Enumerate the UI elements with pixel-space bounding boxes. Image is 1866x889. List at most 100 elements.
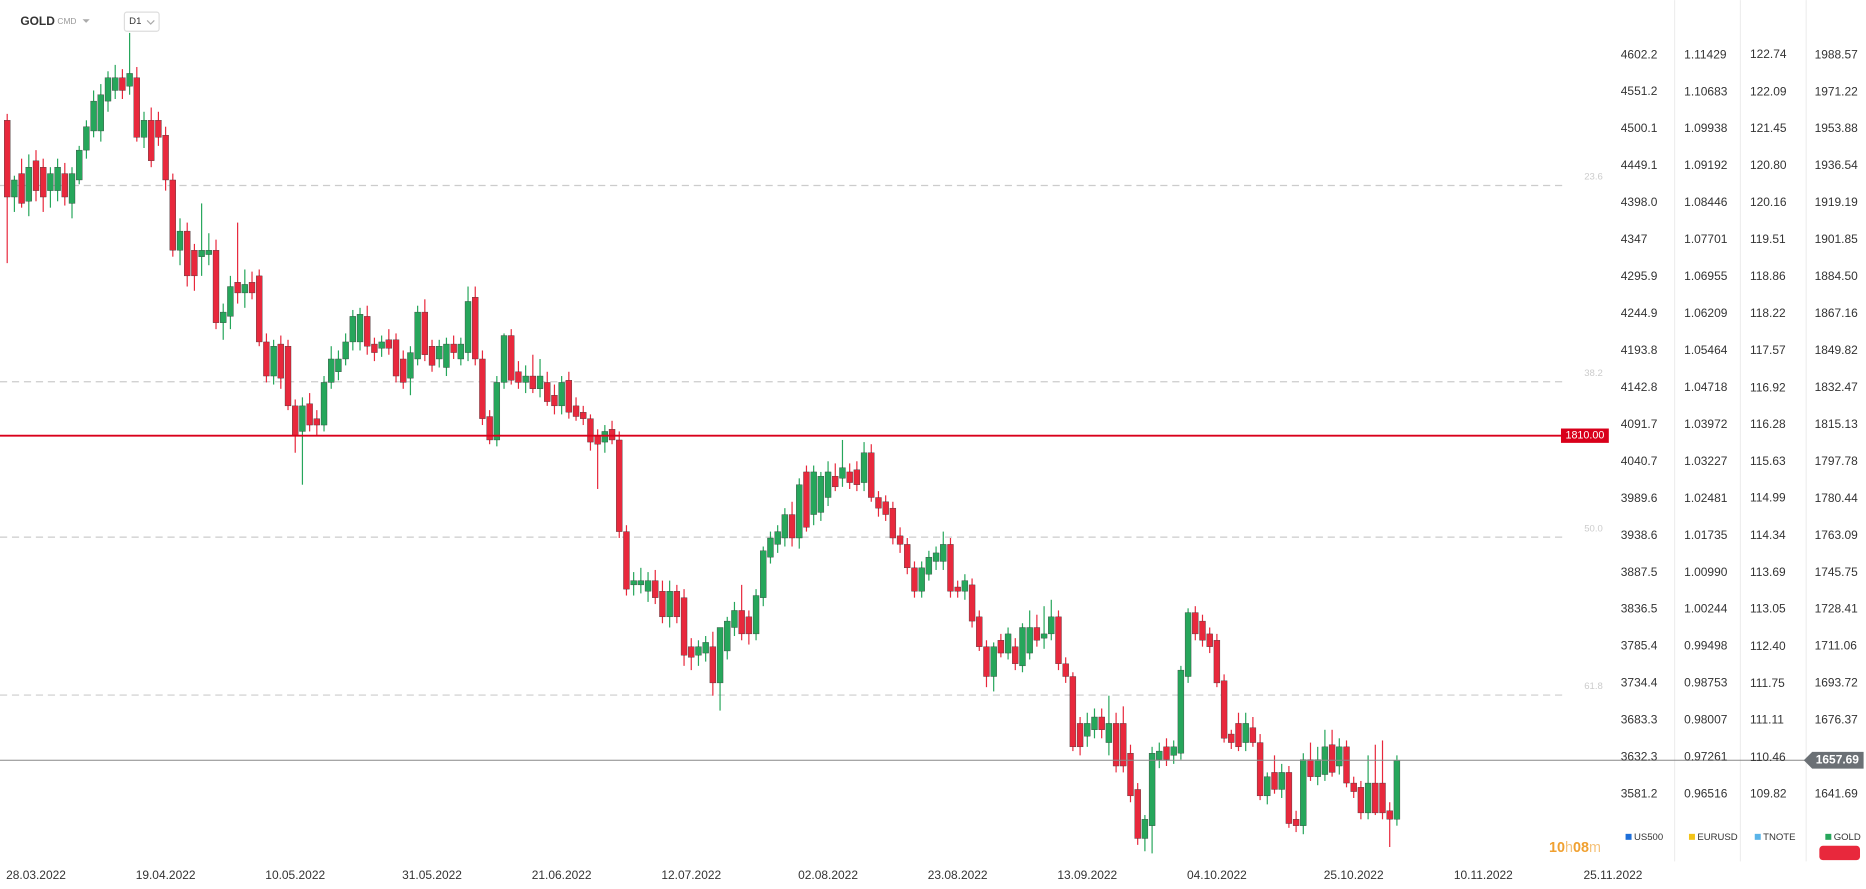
candle-body [580, 412, 587, 419]
y-tick-label: 1745.75 [1815, 565, 1859, 579]
y-tick: 1676.37 [1815, 713, 1859, 727]
fib-label: 61.8 [1584, 681, 1603, 692]
candle-body [205, 250, 212, 255]
y-tick: 1745.75 [1815, 565, 1859, 579]
x-tick-label: 23.08.2022 [928, 868, 988, 882]
y-tick: 0.97261 [1684, 750, 1728, 764]
y-tick-label: 122.74 [1750, 47, 1787, 61]
y-tick: 1.08446 [1684, 195, 1728, 209]
candle-body [1120, 723, 1127, 767]
candle-body [803, 471, 810, 528]
fib-label: 38.2 [1584, 368, 1603, 379]
y-tick: 111.11 [1750, 713, 1784, 727]
candle-body [83, 126, 90, 151]
y-tick: 1901.85 [1815, 232, 1859, 246]
candle-body [1069, 676, 1077, 748]
countdown-part: 10 [1549, 840, 1565, 856]
x-tick-label: 25.11.2022 [1583, 868, 1642, 882]
interval-box[interactable] [123, 11, 160, 32]
y-tick: 119.51 [1750, 232, 1786, 246]
candle-body [328, 358, 335, 383]
y-tick-label: 116.28 [1750, 417, 1786, 431]
candle-body [270, 346, 277, 377]
candle-body [1386, 810, 1393, 820]
y-tick: 4244.9 [1621, 306, 1658, 320]
x-tick: 13.09.2022 [1057, 868, 1117, 882]
candle-body [349, 316, 356, 343]
y-tick-label: 3785.4 [1621, 639, 1658, 653]
candle-body [400, 358, 407, 383]
y-tick-label: 1641.69 [1815, 787, 1859, 801]
market: CMD [57, 16, 76, 26]
y-tick: 1.03227 [1684, 454, 1728, 468]
y-tick: 1.11429 [1684, 47, 1727, 61]
y-tick: 1.05464 [1684, 343, 1728, 357]
y-tick-label: 1.00244 [1684, 602, 1728, 616]
candle-body [457, 343, 465, 360]
candle-body [1314, 759, 1321, 777]
candle-body [810, 471, 817, 515]
candle-body [414, 311, 421, 360]
candle-body [1249, 727, 1257, 743]
candle-body [781, 514, 789, 539]
x-tick: 10.11.2022 [1454, 868, 1513, 882]
y-tick: 1832.47 [1815, 380, 1859, 394]
y-tick: 4347 [1621, 232, 1648, 246]
fib-label: 23.6 [1584, 172, 1603, 183]
candle-body [472, 296, 479, 360]
y-tick-label: 4142.8 [1621, 380, 1658, 394]
y-tick-label: 1971.22 [1815, 84, 1859, 98]
y-tick: 1797.78 [1815, 454, 1859, 468]
candle-body [1040, 633, 1048, 639]
candle-body [572, 405, 580, 417]
candle-body [860, 452, 868, 483]
y-tick-label: 1693.72 [1815, 676, 1859, 690]
y-tick: 4449.1 [1621, 158, 1658, 172]
y-tick-label: 3632.3 [1621, 750, 1658, 764]
y-tick-label: 4091.7 [1621, 417, 1658, 431]
candle-body [1170, 746, 1177, 756]
candle-body [1242, 723, 1249, 743]
candle-body [1148, 753, 1156, 826]
y-tick: 114.99 [1750, 491, 1786, 505]
y-tick: 117.57 [1750, 343, 1786, 357]
x-tick: 10.05.2022 [265, 868, 325, 882]
candle-body [1364, 782, 1372, 814]
y-tick: 3581.2 [1621, 787, 1658, 801]
candle-body [1012, 646, 1019, 664]
y-tick: 116.28 [1750, 417, 1786, 431]
candle-body [500, 335, 508, 383]
candle-body [918, 567, 925, 592]
candle-body [299, 405, 306, 432]
dropdown-arrow[interactable] [82, 19, 90, 23]
candle-body [184, 230, 191, 277]
y-tick: 3887.5 [1621, 565, 1658, 579]
candle-body [680, 597, 688, 656]
y-tick-label: 122.09 [1750, 84, 1787, 98]
y-tick-label: 1.06955 [1684, 269, 1728, 283]
candle-body [1112, 723, 1120, 767]
candle-body [1105, 723, 1113, 743]
y-tick-label: 4500.1 [1621, 121, 1658, 135]
y-tick-label: 1849.82 [1815, 343, 1859, 357]
y-tick: 4295.9 [1621, 269, 1658, 283]
candle-body [954, 586, 961, 592]
candle-body [464, 301, 472, 353]
y-tick-label: 116.92 [1750, 380, 1786, 394]
action-button[interactable] [1819, 845, 1861, 861]
y-tick: 115.63 [1750, 454, 1786, 468]
candle-body [1019, 627, 1026, 667]
y-tick: 1884.50 [1815, 269, 1859, 283]
candle-body [1307, 759, 1314, 777]
candle-body [644, 580, 652, 592]
y-tick: 110.46 [1750, 750, 1786, 764]
y-tick-label: 3581.2 [1621, 787, 1658, 801]
y-tick: 1.00990 [1684, 565, 1728, 579]
candle-body [904, 544, 911, 569]
y-tick: 116.92 [1750, 380, 1786, 394]
candle-body [176, 230, 184, 251]
y-tick: 0.98753 [1684, 676, 1728, 690]
x-tick-label: 19.04.2022 [136, 868, 196, 882]
candle-body [1048, 616, 1055, 635]
candle-body [767, 537, 774, 558]
